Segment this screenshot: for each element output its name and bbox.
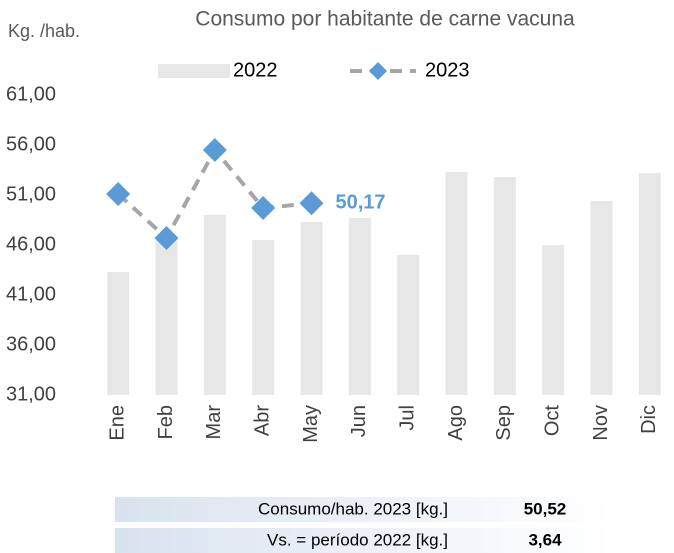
summary-value: 50,52 bbox=[524, 499, 567, 518]
x-tick-label: Jun bbox=[348, 405, 370, 437]
x-tick-label: Feb bbox=[155, 405, 177, 439]
bar bbox=[300, 222, 323, 395]
bar bbox=[493, 177, 516, 395]
x-tick-label: May bbox=[300, 405, 322, 443]
legend-marker bbox=[369, 62, 387, 80]
marker bbox=[299, 191, 324, 216]
y-tick-label: 41,00 bbox=[6, 283, 56, 305]
x-tick-label: Abr bbox=[251, 405, 273, 436]
bar bbox=[155, 237, 178, 395]
y-axis-label: Kg. /hab. bbox=[8, 21, 80, 41]
summary-row bbox=[115, 528, 610, 553]
bar bbox=[203, 215, 226, 395]
marker bbox=[251, 196, 276, 220]
bar bbox=[638, 173, 661, 395]
x-tick-label: Dic bbox=[638, 405, 660, 434]
bar bbox=[542, 245, 565, 395]
x-tick-label: Jul bbox=[396, 405, 418, 431]
x-tick-label: Ago bbox=[445, 405, 467, 441]
x-tick-label: Mar bbox=[203, 405, 225, 440]
bar bbox=[348, 218, 371, 395]
marker bbox=[202, 138, 227, 162]
y-tick-label: 46,00 bbox=[6, 233, 56, 255]
y-tick-label: 61,00 bbox=[6, 83, 56, 105]
legend-label: 2023 bbox=[425, 59, 470, 81]
bar bbox=[590, 201, 613, 395]
y-tick-label: 31,00 bbox=[6, 383, 56, 405]
marker bbox=[154, 226, 179, 250]
y-tick-label: 36,00 bbox=[6, 333, 56, 355]
x-tick-label: Sep bbox=[493, 405, 515, 441]
marker bbox=[106, 182, 131, 206]
summary-row bbox=[115, 497, 610, 522]
legend-label: 2022 bbox=[233, 59, 278, 81]
x-tick-label: Nov bbox=[590, 405, 612, 441]
legend-swatch bbox=[158, 64, 230, 78]
y-tick-label: 56,00 bbox=[6, 133, 56, 155]
data-label: 50,17 bbox=[336, 192, 386, 214]
y-tick-label: 51,00 bbox=[6, 183, 56, 205]
summary-label: Vs. = período 2022 [kg.] bbox=[267, 530, 448, 549]
bar bbox=[107, 272, 130, 395]
bar bbox=[397, 255, 420, 395]
chart-title: Consumo por habitante de carne vacuna bbox=[195, 8, 575, 31]
x-tick-label: Ene bbox=[106, 405, 128, 441]
summary-value: 3,64 bbox=[528, 530, 562, 549]
x-tick-label: Oct bbox=[541, 405, 563, 437]
bar bbox=[445, 172, 468, 395]
summary-label: Consumo/hab. 2023 [kg.] bbox=[258, 499, 448, 518]
bar bbox=[252, 240, 275, 395]
